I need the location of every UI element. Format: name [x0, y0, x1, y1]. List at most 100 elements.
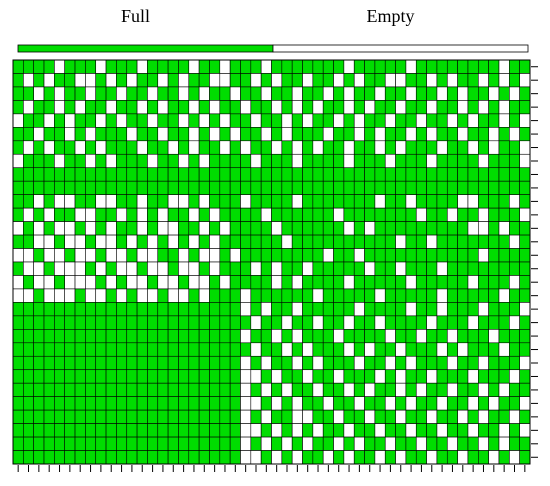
cell [271, 153, 283, 169]
cell [136, 59, 148, 74]
cell [312, 396, 324, 411]
cell [250, 369, 262, 384]
cell [33, 261, 45, 276]
cell [188, 275, 200, 290]
cell [126, 180, 138, 195]
cell [209, 248, 221, 263]
cell [446, 140, 458, 155]
cell [23, 167, 34, 182]
cell [312, 127, 324, 142]
cell [178, 234, 190, 249]
cell [519, 369, 531, 384]
cell [136, 329, 148, 344]
cell [291, 207, 303, 222]
cell [178, 329, 190, 344]
cell [229, 369, 241, 384]
cell [74, 194, 86, 209]
cell [498, 315, 510, 330]
cell [167, 221, 179, 236]
cell [64, 355, 76, 371]
cell [291, 59, 303, 74]
cell [477, 275, 489, 290]
cell [436, 450, 448, 465]
cell [74, 369, 86, 384]
cell [64, 140, 76, 155]
cell [457, 194, 469, 209]
cell [384, 355, 396, 371]
cell [147, 207, 159, 222]
cell [353, 221, 365, 236]
cell [198, 86, 210, 101]
cell [116, 275, 128, 290]
cell [147, 59, 159, 74]
cell [85, 127, 97, 142]
cell [105, 100, 117, 115]
cell [343, 59, 355, 74]
cell [136, 436, 148, 451]
cell [33, 450, 45, 465]
cell [209, 423, 221, 438]
cell [426, 288, 438, 303]
cell [260, 355, 272, 371]
cell [33, 100, 45, 115]
cell [12, 248, 24, 263]
cell [126, 396, 138, 411]
cell [281, 180, 293, 195]
cell [188, 140, 200, 155]
cell [436, 355, 448, 371]
cell [147, 409, 159, 424]
cell [281, 127, 293, 142]
cell [23, 153, 34, 169]
cell [426, 113, 438, 128]
cell [467, 342, 479, 357]
cell [43, 113, 55, 128]
cell [322, 342, 334, 357]
cell [12, 450, 24, 465]
cell [198, 288, 210, 303]
cell [188, 436, 200, 451]
cell [126, 275, 138, 290]
cell [322, 396, 334, 411]
cell [333, 167, 345, 182]
cell [364, 194, 376, 209]
cell [302, 86, 314, 101]
cell [33, 167, 45, 182]
cell [374, 382, 386, 397]
cell [467, 288, 479, 303]
cell [519, 409, 531, 424]
cell [467, 86, 479, 101]
cell [291, 355, 303, 371]
cell [219, 275, 231, 290]
cell [467, 167, 479, 182]
cell [395, 355, 407, 371]
cell [250, 382, 262, 397]
cell [477, 342, 489, 357]
cell [105, 423, 117, 438]
cell [436, 73, 448, 88]
cell [198, 315, 210, 330]
cell [312, 302, 324, 317]
cell [219, 113, 231, 128]
cell [260, 194, 272, 209]
cell [271, 382, 283, 397]
cell [209, 355, 221, 371]
cell [426, 369, 438, 384]
cell [374, 369, 386, 384]
cell [395, 288, 407, 303]
cell [116, 423, 128, 438]
cell [271, 100, 283, 115]
cell [74, 436, 86, 451]
cell [457, 329, 469, 344]
cell [74, 302, 86, 317]
cell [291, 342, 303, 357]
cell [353, 396, 365, 411]
cell [457, 315, 469, 330]
cell [384, 180, 396, 195]
cell [188, 248, 200, 263]
cell [12, 382, 24, 397]
cell [157, 167, 169, 182]
cell [105, 59, 117, 74]
cell [384, 153, 396, 169]
cell [291, 113, 303, 128]
cell [105, 436, 117, 451]
